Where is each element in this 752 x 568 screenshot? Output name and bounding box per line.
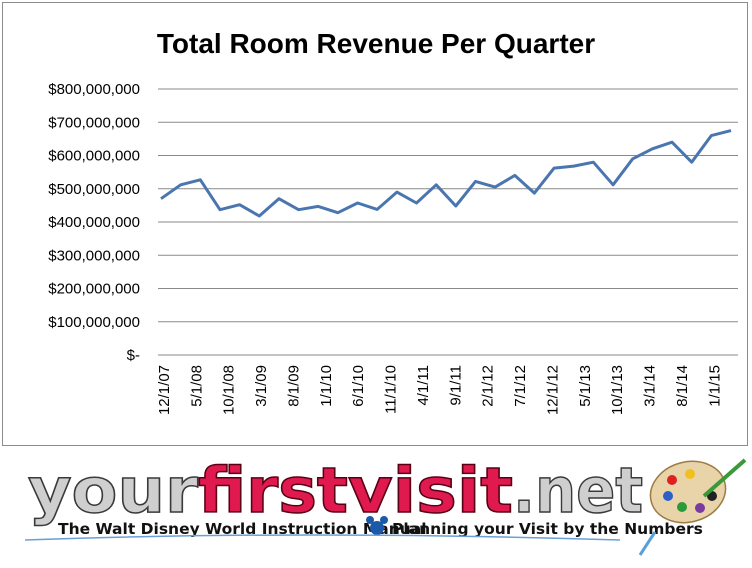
y-tick-label: $400,000,000 xyxy=(48,214,140,231)
paint-palette-icon xyxy=(640,453,745,555)
y-tick-label: $800,000,000 xyxy=(48,81,140,98)
chart-title: Total Room Revenue Per Quarter xyxy=(157,28,595,59)
brand-net: .net xyxy=(513,454,643,527)
brand-visit: visit xyxy=(348,454,513,527)
series-line xyxy=(161,131,731,216)
site-banner: your first visit .net The Walt Disney Wo… xyxy=(0,450,752,563)
x-tick-label: 7/1/12 xyxy=(512,365,529,407)
x-tick-label: 8/1/09 xyxy=(285,365,302,407)
y-tick-label: $300,000,000 xyxy=(48,247,140,264)
x-tick-label: 6/1/10 xyxy=(350,365,367,407)
y-tick-label: $- xyxy=(127,347,140,364)
x-tick-label: 3/1/14 xyxy=(642,365,659,407)
brand-first: first xyxy=(198,454,348,527)
x-tick-label: 4/1/11 xyxy=(415,365,432,406)
x-tick-label: 12/1/07 xyxy=(156,365,173,415)
x-tick-label: 5/1/08 xyxy=(188,365,205,407)
x-tick-label: 10/1/08 xyxy=(221,365,238,415)
x-tick-label: 12/1/12 xyxy=(544,365,561,415)
y-tick-label: $100,000,000 xyxy=(48,314,140,331)
x-tick-label: 10/1/13 xyxy=(609,365,626,415)
y-tick-label: $200,000,000 xyxy=(48,281,140,298)
x-tick-label: 9/1/11 xyxy=(447,365,464,406)
chart-frame: Total Room Revenue Per Quarter $- $100,00… xyxy=(2,2,748,446)
x-tick-label: 1/1/15 xyxy=(706,365,723,407)
x-tick-label: 1/1/10 xyxy=(318,365,335,407)
line-chart: Total Room Revenue Per Quarter $- $100,00… xyxy=(3,3,749,447)
x-tick-label: 2/1/12 xyxy=(480,365,497,407)
brand-your: your xyxy=(28,454,198,527)
y-tick-label: $700,000,000 xyxy=(48,114,140,131)
x-tick-label: 8/1/14 xyxy=(674,365,691,407)
y-tick-label: $600,000,000 xyxy=(48,148,140,165)
brand-logo: your first visit .net xyxy=(28,454,643,527)
x-tick-label: 3/1/09 xyxy=(253,365,270,407)
x-tick-label: 5/1/13 xyxy=(577,365,594,407)
y-tick-label: $500,000,000 xyxy=(48,181,140,198)
x-tick-label: 11/1/10 xyxy=(383,365,400,414)
